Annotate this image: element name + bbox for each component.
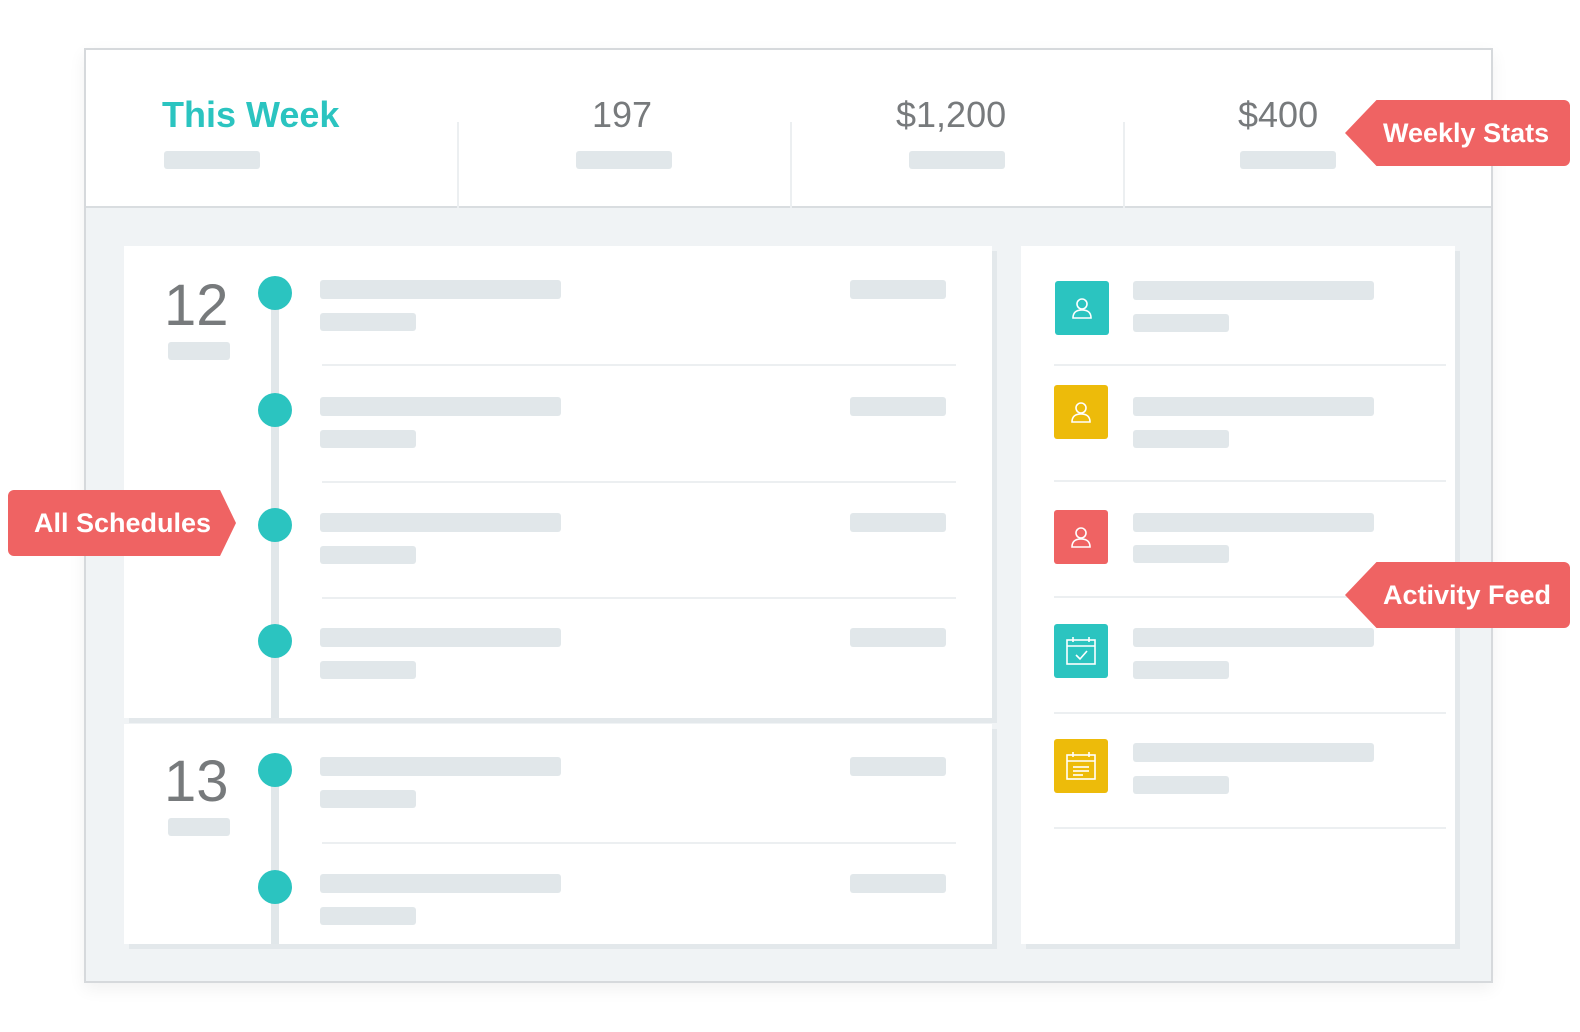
stat-revenue[interactable]: $1,200 — [894, 50, 1064, 206]
stat-divider — [457, 122, 459, 208]
timeline-line — [271, 754, 279, 944]
entry-title-placeholder — [320, 757, 561, 776]
feed-title-placeholder — [1133, 513, 1374, 532]
timeline-dot — [258, 393, 292, 427]
row-divider — [1054, 480, 1446, 482]
row-divider — [322, 842, 956, 844]
entry-title-placeholder — [320, 513, 561, 532]
timeline-dot — [258, 870, 292, 904]
day-number: 12 — [164, 273, 229, 338]
feed-title-placeholder — [1133, 397, 1374, 416]
stat-week-placeholder — [164, 151, 260, 169]
entry-title-placeholder — [320, 397, 561, 416]
weekly-stats-bar: This Week 197 $1,200 $400 — [86, 50, 1491, 208]
stat-count[interactable]: 197 — [576, 50, 726, 206]
schedule-day-card: 12 — [124, 246, 992, 718]
feed-title-placeholder — [1133, 743, 1374, 762]
entry-time-placeholder — [850, 757, 946, 776]
dashboard-frame: This Week 197 $1,200 $400 12 — [84, 48, 1493, 983]
row-divider — [322, 364, 956, 366]
day-number: 13 — [164, 749, 229, 814]
stat-outstanding-placeholder — [1240, 151, 1336, 169]
entry-time-placeholder — [850, 397, 946, 416]
entry-subtitle-placeholder — [320, 430, 416, 448]
day-label-placeholder — [168, 818, 230, 836]
stat-outstanding[interactable]: $400 — [1238, 50, 1388, 206]
user-icon — [1054, 510, 1108, 564]
user-icon — [1055, 281, 1109, 335]
entry-time-placeholder — [850, 874, 946, 893]
feed-subtitle-placeholder — [1133, 545, 1229, 563]
entry-subtitle-placeholder — [320, 661, 416, 679]
row-divider — [1054, 712, 1446, 714]
row-divider — [1054, 827, 1446, 829]
timeline-line — [271, 286, 279, 718]
stat-count-placeholder — [576, 151, 672, 169]
timeline-dot — [258, 276, 292, 310]
weekly-stats-tag: Weekly Stats — [1345, 100, 1570, 166]
timeline-dot — [258, 508, 292, 542]
feed-subtitle-placeholder — [1133, 314, 1229, 332]
row-divider — [322, 597, 956, 599]
stat-outstanding-value: $400 — [1238, 94, 1319, 135]
entry-title-placeholder — [320, 280, 561, 299]
calendar-note-icon — [1054, 739, 1108, 793]
entry-time-placeholder — [850, 280, 946, 299]
entry-time-placeholder — [850, 628, 946, 647]
entry-subtitle-placeholder — [320, 546, 416, 564]
all-schedules-tag: All Schedules — [8, 490, 236, 556]
entry-subtitle-placeholder — [320, 313, 416, 331]
timeline-dot — [258, 624, 292, 658]
entry-title-placeholder — [320, 874, 561, 893]
stat-divider — [1123, 122, 1125, 208]
row-divider — [322, 481, 956, 483]
stat-revenue-placeholder — [909, 151, 1005, 169]
stat-count-value: 197 — [592, 94, 653, 135]
day-label-placeholder — [168, 342, 230, 360]
feed-subtitle-placeholder — [1133, 661, 1229, 679]
entry-subtitle-placeholder — [320, 790, 416, 808]
row-divider — [1054, 364, 1446, 366]
activity-feed-tag: Activity Feed — [1345, 562, 1570, 628]
feed-title-placeholder — [1133, 628, 1374, 647]
timeline-dot — [258, 753, 292, 787]
stat-revenue-value: $1,200 — [896, 94, 1007, 135]
user-icon — [1054, 385, 1108, 439]
calendar-check-icon — [1054, 624, 1108, 678]
entry-time-placeholder — [850, 513, 946, 532]
schedule-day-card: 13 — [124, 724, 992, 944]
row-divider — [1054, 596, 1446, 598]
stat-this-week[interactable]: This Week — [162, 50, 452, 206]
feed-subtitle-placeholder — [1133, 430, 1229, 448]
entry-title-placeholder — [320, 628, 561, 647]
entry-subtitle-placeholder — [320, 907, 416, 925]
stat-divider — [790, 122, 792, 208]
feed-subtitle-placeholder — [1133, 776, 1229, 794]
stat-week-label: This Week — [162, 94, 340, 135]
feed-title-placeholder — [1133, 281, 1374, 300]
